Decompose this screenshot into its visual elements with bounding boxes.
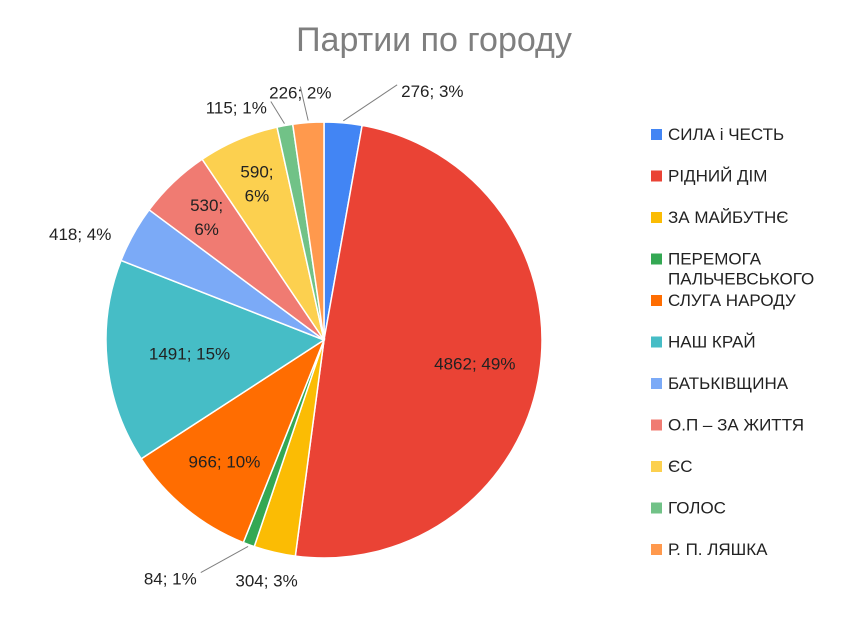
pie-slice-слуга-народу xyxy=(140,338,326,544)
legend-label-наш-край: НАШ КРАЙ xyxy=(668,333,756,352)
leader-line-сила-і-честь xyxy=(343,84,398,122)
data-label-рідний-дім: 4862; 49% xyxy=(434,354,515,373)
data-label-р-п-ляшка: 226; 2% xyxy=(269,84,331,103)
chart-title: Партии по городу xyxy=(296,21,572,59)
legend-label-рідний-дім: РІДНИЙ ДІМ xyxy=(668,167,767,186)
data-label-сила-і-честь: 276; 3% xyxy=(401,82,463,101)
legend-label-єс: ЄС xyxy=(668,457,693,476)
legend-label-слуга-народу: СЛУГА НАРОДУ xyxy=(668,291,796,310)
legend-label-сила-і-честь: СИЛА і ЧЕСТЬ xyxy=(668,125,784,144)
legend-label-батьківщина: БАТЬКІВЩИНА xyxy=(668,374,789,393)
legend-swatch-перемога-пальчевського xyxy=(651,253,662,265)
data-label-наш-край: 1491; 15% xyxy=(149,345,230,364)
data-label-голос: 115; 1% xyxy=(206,99,267,118)
pie-slice-р-п-ляшка xyxy=(291,121,325,341)
legend-label-за-майбутнє: ЗА МАЙБУТНЄ xyxy=(668,208,789,227)
data-label-слуга-народу: 966; 10% xyxy=(189,452,261,471)
legend-swatch-рідний-дім xyxy=(651,170,662,182)
legend-swatch-р-п-ляшка xyxy=(651,544,662,555)
legend-swatch-єс xyxy=(651,461,662,472)
legend-swatch-о-п-за-життя xyxy=(651,419,662,431)
legend-label-о-п-за-життя: О.П – ЗА ЖИТТЯ xyxy=(668,416,804,435)
pie-slice-наш-край xyxy=(105,259,326,460)
data-labels: 276; 3% 4862; 49% 304; 3% 84; 1% 966; 10% 149… xyxy=(49,82,515,590)
data-label-перемога-пальчевського: 84; 1% xyxy=(144,570,197,589)
legend-label-перемога-пальчевського: ПЕРЕМОГА ПАЛЬЧЕВСЬКОГО xyxy=(668,250,814,289)
legend-swatch-голос xyxy=(651,502,662,514)
legend-label-р-п-ляшка: Р. П. ЛЯШКА xyxy=(668,540,768,559)
legend-swatch-за-майбутнє xyxy=(651,212,662,223)
legend-swatch-наш-край xyxy=(651,336,662,348)
legend-swatch-слуга-народу xyxy=(651,295,662,306)
legend: СИЛА і ЧЕСТЬ РІДНИЙ ДІМ ЗА МАЙБУТНЄ ПЕРЕМОГ… xyxy=(651,125,814,559)
data-label-батьківщина: 418; 4% xyxy=(49,225,111,244)
data-label-єс: 590; 6% xyxy=(240,163,273,206)
leader-line-перемога-пальчевського xyxy=(200,546,249,574)
leader-line-р-п-ляшка xyxy=(299,86,309,121)
pie-slice-рідний-дім xyxy=(294,124,543,559)
leader-lines xyxy=(200,84,398,574)
legend-swatch-батьківщина xyxy=(651,378,662,389)
legend-label-голос: ГОЛОС xyxy=(668,499,726,518)
pie-slices xyxy=(105,121,543,559)
data-label-за-майбутнє: 304; 3% xyxy=(235,571,297,590)
data-label-о-п-за-життя: 530; 6% xyxy=(190,196,223,239)
legend-swatch-сила-і-честь xyxy=(651,129,662,140)
leader-line-голос xyxy=(270,101,285,124)
